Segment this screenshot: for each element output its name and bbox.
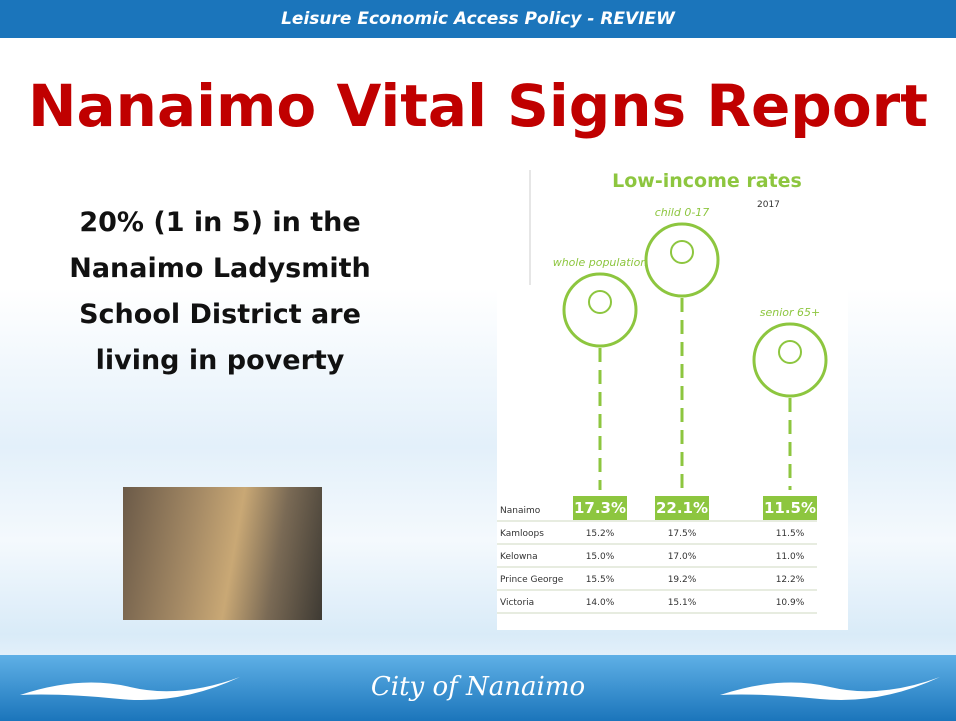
table-cell: 14.0% (586, 598, 615, 608)
table-cell: 10.9% (776, 598, 805, 608)
table-cell: Kamloops (500, 529, 544, 539)
slide: Leisure Economic Access Policy - REVIEW … (0, 0, 956, 721)
table-cell: 22.1% (656, 499, 708, 517)
group-label: senior 65+ (760, 306, 821, 319)
table-cell: Victoria (500, 598, 534, 608)
table-cell: 11.5% (764, 499, 816, 517)
infographic-year: 2017 (757, 200, 780, 210)
table-cell: 17.0% (668, 552, 697, 562)
group-label: whole population (553, 256, 648, 269)
body-text: 20% (1 in 5) in the Nanaimo Ladysmith Sc… (55, 200, 385, 384)
logo: City of Nanaimo (0, 672, 956, 702)
table-cell: 11.0% (776, 552, 805, 562)
table-cell: 12.2% (776, 575, 805, 585)
table-cell: Prince George (500, 575, 564, 585)
banner: Leisure Economic Access Policy - REVIEW (0, 0, 956, 38)
infographic-title: Low-income rates (612, 170, 802, 192)
table-cell: Nanaimo (500, 506, 541, 516)
photo (123, 487, 322, 620)
table-cell: 15.5% (586, 575, 615, 585)
table-cell: 15.0% (586, 552, 615, 562)
table-cell: 15.2% (586, 529, 615, 539)
table-cell: 17.5% (668, 529, 697, 539)
table-cell: 11.5% (776, 529, 805, 539)
infographic: Low-income rates 2017 whole population ch… (497, 165, 848, 630)
slide-title: Nanaimo Vital Signs Report (0, 72, 956, 140)
table-cell: 15.1% (668, 598, 697, 608)
table-cell: 19.2% (668, 575, 697, 585)
table-cell: Kelowna (500, 552, 538, 562)
table-cell: 17.3% (574, 499, 626, 517)
group-label: child 0-17 (655, 206, 710, 219)
